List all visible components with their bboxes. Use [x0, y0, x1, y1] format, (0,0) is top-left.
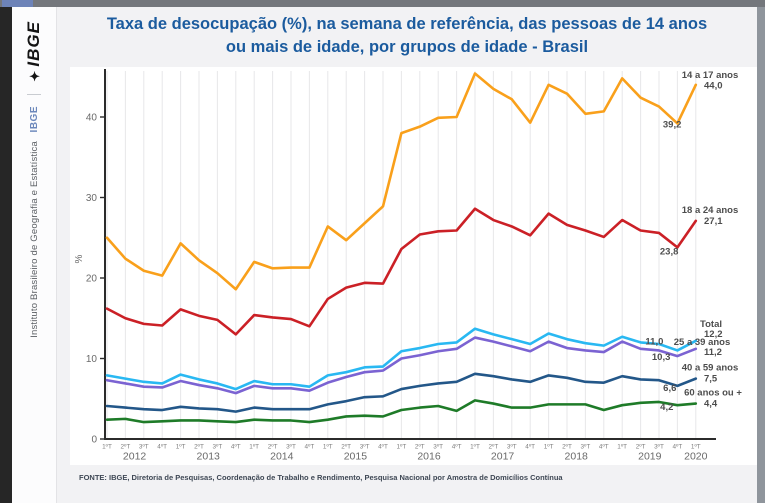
page-title: Taxa de desocupação (%), na semana de re… — [106, 15, 708, 57]
svg-text:4ºT: 4ºT — [157, 444, 167, 451]
svg-text:11,0: 11,0 — [645, 337, 663, 348]
svg-text:2ºT: 2ºT — [341, 444, 351, 451]
svg-text:11,2: 11,2 — [704, 347, 722, 358]
svg-text:4ºT: 4ºT — [452, 444, 462, 451]
svg-text:2ºT: 2ºT — [194, 444, 204, 451]
svg-text:2020: 2020 — [684, 451, 708, 463]
svg-text:3ºT: 3ºT — [139, 444, 149, 451]
series-line-14-a-17-anos — [105, 72, 698, 291]
svg-text:4ºT: 4ºT — [673, 444, 683, 451]
sidebar-divider — [27, 93, 41, 95]
svg-text:27,1: 27,1 — [704, 216, 723, 227]
svg-text:2ºT: 2ºT — [562, 444, 572, 451]
series-line-18-a-24-anos — [105, 207, 698, 336]
svg-text:3ºT: 3ºT — [433, 444, 443, 451]
svg-text:4ºT: 4ºT — [525, 444, 535, 451]
svg-text:2019: 2019 — [638, 451, 662, 463]
svg-text:1ºT: 1ºT — [102, 444, 112, 451]
ibge-logo-text: IBGE — [24, 21, 43, 67]
svg-text:2015: 2015 — [344, 451, 368, 463]
svg-text:14 a 17 anos: 14 a 17 anos — [682, 70, 739, 81]
chart-card: 0 10 20 30 40% 1ºT 2ºT 3ºT 4ºT 1ºT 2ºT 3ºT 4ºT 1ºT 2ºT… — [70, 67, 757, 466]
svg-text:%: % — [74, 255, 85, 264]
svg-text:Total: Total — [700, 319, 722, 330]
svg-text:1ºT: 1ºT — [617, 444, 627, 451]
ibge-brand-label: IBGE — [28, 105, 40, 133]
app-window: ✦IBGE IBGE Instituto Brasileiro de Geogr… — [0, 7, 765, 503]
svg-text:2ºT: 2ºT — [489, 444, 499, 451]
svg-text:2018: 2018 — [565, 451, 589, 463]
series-line-40-a-59-anos — [105, 372, 698, 414]
svg-text:39,2: 39,2 — [663, 120, 682, 131]
top-scrollbar[interactable] — [0, 0, 765, 7]
svg-text:40: 40 — [86, 113, 98, 124]
ibge-sidebar: ✦IBGE IBGE Instituto Brasileiro de Geogr… — [12, 7, 57, 503]
svg-text:40 a 59 anos: 40 a 59 anos — [682, 363, 739, 374]
svg-text:30: 30 — [86, 193, 98, 204]
window-left-edge — [0, 7, 12, 503]
svg-text:3ºT: 3ºT — [213, 444, 223, 451]
svg-text:1ºT: 1ºT — [397, 444, 407, 451]
svg-text:6,6: 6,6 — [663, 383, 676, 394]
svg-text:10: 10 — [86, 354, 98, 365]
svg-text:4ºT: 4ºT — [599, 444, 609, 451]
svg-text:1ºT: 1ºT — [544, 444, 554, 451]
series-line-25-a-39-anos — [105, 336, 698, 395]
svg-text:2ºT: 2ºT — [268, 444, 278, 451]
svg-text:3ºT: 3ºT — [581, 444, 591, 451]
svg-text:25 a 39 anos: 25 a 39 anos — [674, 337, 731, 348]
series-line-60-anos-ou-+ — [105, 399, 698, 424]
svg-text:2014: 2014 — [270, 451, 294, 463]
svg-text:1ºT: 1ºT — [691, 444, 701, 451]
svg-text:4ºT: 4ºT — [305, 444, 315, 451]
svg-text:44,0: 44,0 — [704, 80, 723, 91]
svg-text:4ºT: 4ºT — [231, 444, 241, 451]
svg-text:18 a 24 anos: 18 a 24 anos — [682, 205, 739, 216]
main-content: Taxa de desocupação (%), na semana de re… — [57, 7, 757, 503]
svg-text:2ºT: 2ºT — [121, 444, 131, 451]
svg-text:2ºT: 2ºT — [415, 444, 425, 451]
right-scrollbar[interactable] — [757, 7, 765, 503]
svg-text:2016: 2016 — [417, 451, 441, 463]
source-note: FONTE: IBGE, Diretoria de Pesquisas, Coo… — [79, 473, 563, 483]
series-line-total — [105, 327, 698, 391]
svg-text:2012: 2012 — [123, 451, 147, 463]
svg-text:23,8: 23,8 — [660, 247, 679, 258]
svg-text:3ºT: 3ºT — [360, 444, 370, 451]
svg-text:1ºT: 1ºT — [470, 444, 480, 451]
svg-text:20: 20 — [86, 274, 98, 285]
svg-text:3ºT: 3ºT — [654, 444, 664, 451]
svg-text:1ºT: 1ºT — [249, 444, 259, 451]
svg-text:3ºT: 3ºT — [286, 444, 296, 451]
svg-text:2ºT: 2ºT — [636, 444, 646, 451]
svg-text:4,4: 4,4 — [704, 399, 718, 410]
svg-text:1ºT: 1ºT — [176, 444, 186, 451]
svg-text:7,5: 7,5 — [704, 374, 718, 385]
ibge-logo-icon: ✦ — [26, 66, 41, 83]
unemployment-line-chart: 0 10 20 30 40% 1ºT 2ºT 3ºT 4ºT 1ºT 2ºT 3ºT 4ºT 1ºT 2ºT… — [74, 69, 742, 463]
svg-text:12,2: 12,2 — [704, 329, 723, 340]
ibge-logo: ✦IBGE — [24, 21, 44, 83]
svg-text:3ºT: 3ºT — [507, 444, 517, 451]
svg-text:2017: 2017 — [491, 451, 515, 463]
svg-text:60 anos ou +: 60 anos ou + — [684, 388, 742, 399]
institute-name-label: Instituto Brasileiro de Geografia e Esta… — [28, 141, 40, 338]
top-scrollbar-thumb[interactable] — [2, 0, 33, 7]
svg-text:1ºT: 1ºT — [323, 444, 333, 451]
svg-text:10,3: 10,3 — [652, 352, 671, 363]
svg-text:0: 0 — [91, 435, 97, 446]
svg-text:4ºT: 4ºT — [378, 444, 388, 451]
svg-text:2013: 2013 — [197, 451, 221, 463]
svg-text:4,2: 4,2 — [660, 402, 673, 413]
